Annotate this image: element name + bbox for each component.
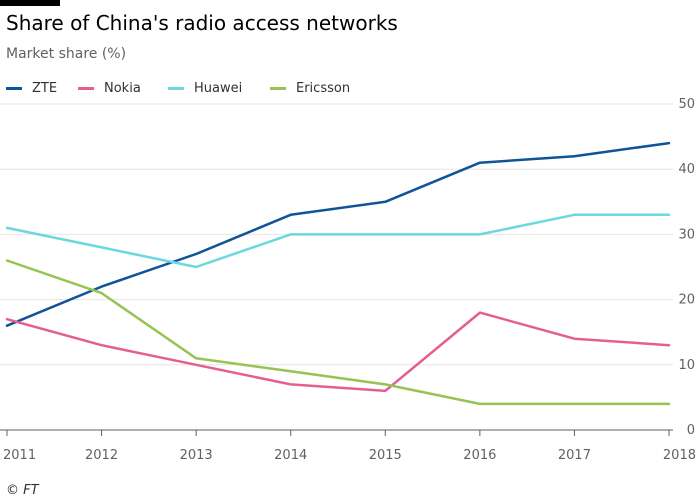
y-tick-label: 20 <box>678 293 695 308</box>
series-line-zte <box>5 141 671 327</box>
y-tick-label: 30 <box>678 227 695 242</box>
legend-label-nokia: Nokia <box>104 80 141 96</box>
x-tick-label: 2011 <box>3 448 36 463</box>
y-axis: 0 10 20 30 40 50 <box>678 97 695 438</box>
x-tick-label: 2017 <box>558 448 591 463</box>
series-lines <box>5 141 671 406</box>
y-tick-label: 0 <box>687 423 695 438</box>
header-accent-bar <box>0 0 60 6</box>
x-tick-label: 2013 <box>180 448 213 463</box>
legend-item-ericsson: Ericsson <box>270 79 350 97</box>
legend-item-zte: ZTE <box>6 79 57 97</box>
y-tick-label: 40 <box>678 162 695 177</box>
x-tick-label: 2015 <box>369 448 402 463</box>
legend-item-nokia: Nokia <box>78 79 141 97</box>
legend-swatch-huawei <box>168 86 184 90</box>
chart-subtitle: Market share (%) <box>6 46 127 62</box>
source-credit: © FT <box>6 483 39 498</box>
x-tick-label: 2014 <box>274 448 307 463</box>
series-line-ericsson <box>5 259 671 406</box>
gridlines <box>0 103 673 431</box>
x-tick-label: 2018 <box>663 448 696 463</box>
x-tick-label: 2016 <box>463 448 496 463</box>
y-tick-label: 10 <box>678 358 695 373</box>
legend-swatch-ericsson <box>270 86 286 90</box>
legend-label-huawei: Huawei <box>194 80 243 96</box>
x-tick-label: 2012 <box>85 448 118 463</box>
x-axis: 2011 2012 2013 2014 2015 2016 2017 2018 <box>3 430 696 463</box>
legend-label-ericsson: Ericsson <box>296 80 351 96</box>
y-tick-label: 50 <box>678 97 695 112</box>
legend-label-zte: ZTE <box>32 80 58 96</box>
legend-swatch-zte <box>6 86 22 90</box>
legend-item-huawei: Huawei <box>168 79 242 97</box>
legend-swatch-nokia <box>78 86 94 90</box>
chart-legend: ZTE Nokia Huawei Ericsson <box>6 79 696 97</box>
chart-title: Share of China's radio access networks <box>6 11 398 35</box>
series-line-huawei <box>5 213 671 269</box>
series-line-nokia <box>5 311 671 393</box>
